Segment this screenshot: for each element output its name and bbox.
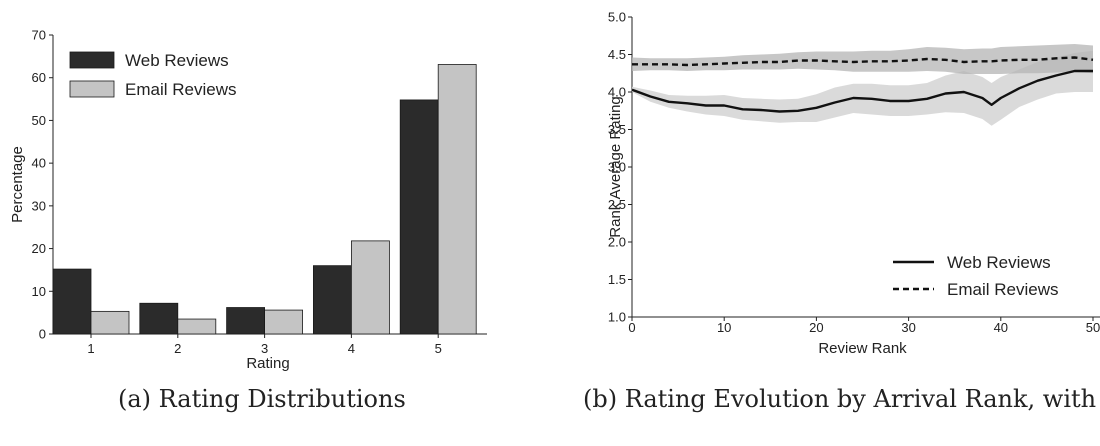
x-tick-label: 10 [717,320,731,335]
x-axis-label: Rating [246,355,289,372]
y-tick-label: 3.0 [608,160,626,175]
y-tick-label: 20 [32,241,46,256]
bar-web-rating-2 [139,302,179,335]
y-axis-label: Rank Average Rating [607,96,624,237]
y-tick-label: 30 [32,198,46,213]
y-tick-label: 2.0 [608,235,626,250]
y-tick-label: 40 [32,156,46,171]
bar-web-rating-3 [226,307,266,335]
y-tick-label: 4.5 [608,47,626,62]
x-axis-label: Review Rank [818,340,907,357]
legend-label-email: Email Reviews [947,280,1058,299]
x-tick-label: 2 [174,341,181,356]
y-tick-label: 5.0 [608,10,626,25]
x-tick-label: 4 [348,341,355,356]
bar-email-rating-4 [350,240,390,335]
bar-web-rating-1 [52,268,92,335]
y-tick-label: 2.5 [608,197,626,212]
x-tick-label: 0 [628,320,635,335]
rating-distribution-chart: 0 10 20 30 40 50 60 70 1 2 3 4 5 Rating Percentage Web … [9,28,487,372]
y-tick-label: 1.0 [608,310,626,325]
bar-email-rating-3 [264,309,304,335]
confidence-band-email [632,44,1093,74]
bar-web-rating-4 [312,265,352,335]
caption-rating-evolution: (b) Rating Evolution by Arrival Rank, wi… [583,385,1100,413]
y-tick-label: 3.5 [608,122,626,137]
series-line-web [631,69,1093,113]
x-tick-label: 40 [994,320,1008,335]
legend-label-email: Email Reviews [125,80,236,99]
x-tick-label: 3 [261,341,268,356]
legend-swatch-web [69,51,115,69]
y-axis-label: Percentage [9,146,26,223]
y-tick-label: 10 [32,284,46,299]
legend-swatch-email [69,80,115,98]
x-tick-label: 20 [809,320,823,335]
y-tick-label: 1.5 [608,272,626,287]
bar-email-rating-2 [177,318,217,335]
bar-email-rating-5 [437,64,477,335]
y-tick-label: 0 [39,327,46,342]
x-tick-label: 30 [901,320,915,335]
y-tick-label: 60 [32,70,46,85]
bar-web-rating-5 [399,99,439,335]
x-tick-label: 50 [1086,320,1100,335]
y-tick-label: 70 [32,28,46,43]
y-tick-label: 50 [32,113,46,128]
confidence-band-web [632,50,1093,126]
series-line-email [632,56,1094,67]
y-tick-label: 4.0 [608,85,626,100]
x-tick-label: 1 [87,341,94,356]
rating-evolution-chart: 1.0 1.5 2.0 2.5 3.0 3.5 4.0 4.5 5.0 0 10 20 30 40 50 Re… [607,10,1100,357]
x-tick-label: 5 [435,341,442,356]
bar-email-rating-1 [90,310,130,335]
caption-rating-distributions: (a) Rating Distributions [118,385,406,413]
legend-label-web: Web Reviews [947,253,1051,272]
legend-label-web: Web Reviews [125,51,229,70]
